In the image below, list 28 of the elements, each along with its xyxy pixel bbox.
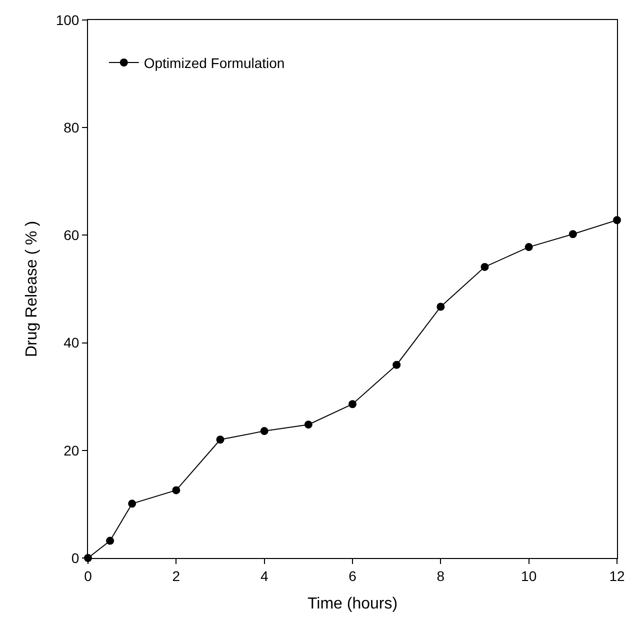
x-axis-title: Time (hours) [307, 596, 398, 612]
point [392, 360, 401, 369]
point [348, 400, 356, 408]
legend-label: Optimized Formulation [144, 54, 285, 71]
point [128, 500, 136, 508]
y-tick-label: 80 [64, 120, 80, 136]
point [216, 436, 224, 444]
y-tick-label: 20 [64, 442, 80, 458]
point [260, 427, 268, 436]
point [106, 536, 114, 545]
point [436, 302, 445, 311]
x-tick-label: 4 [260, 568, 268, 584]
x-tick-label: 0 [84, 568, 92, 584]
x-tick-label: 6 [348, 568, 357, 584]
y-tick-label: 40 [64, 334, 80, 351]
point [480, 262, 489, 271]
point [304, 420, 312, 429]
point [568, 230, 577, 238]
y-axis-title: Drug Release ( % ) [24, 220, 41, 358]
x-tick-label: 10 [521, 568, 537, 584]
x-tick-label: 12 [609, 568, 625, 584]
point [172, 486, 180, 494]
y-tick-label: 100 [56, 12, 80, 28]
y-tick-label: 0 [71, 550, 80, 566]
point [524, 243, 533, 252]
y-tick-label: 60 [64, 227, 80, 244]
x-tick-label: 8 [436, 568, 445, 584]
x-tick-label: 2 [172, 568, 180, 584]
